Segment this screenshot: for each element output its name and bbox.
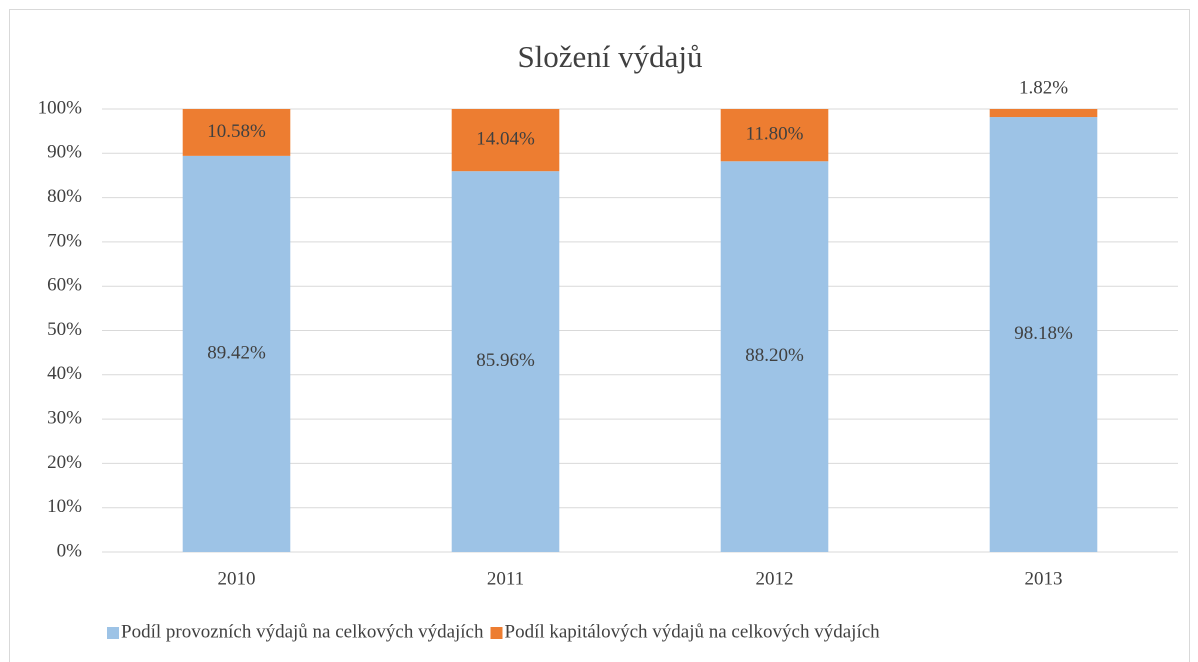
y-tick-label: 20% — [47, 452, 82, 473]
x-tick-label: 2013 — [1025, 568, 1063, 589]
legend-swatch — [107, 627, 119, 639]
y-tick-label: 40% — [47, 363, 82, 384]
x-tick-label: 2010 — [218, 568, 256, 589]
data-label: 1.82% — [1019, 77, 1068, 98]
chart-title: Složení výdajů — [517, 39, 702, 74]
bar-segment — [451, 109, 560, 172]
data-label: 98.18% — [1014, 323, 1073, 344]
bar-segment — [989, 109, 1098, 118]
bar-segment — [989, 117, 1098, 553]
y-tick-label: 30% — [47, 407, 82, 428]
data-label: 14.04% — [476, 128, 535, 149]
data-label: 10.58% — [207, 121, 266, 142]
data-label: 89.42% — [207, 342, 266, 363]
y-tick-label: 10% — [47, 496, 82, 517]
y-tick-label: 60% — [47, 275, 82, 296]
legend-label: Podíl provozních výdajů na celkových výd… — [121, 621, 484, 642]
x-tick-label: 2011 — [487, 568, 524, 589]
legend-swatch — [490, 627, 503, 639]
y-tick-label: 100% — [38, 97, 83, 118]
bar-segment — [720, 161, 829, 553]
y-tick-label: 90% — [47, 142, 82, 163]
y-tick-label: 0% — [57, 540, 83, 561]
legend-label: Podíl kapitálových výdajů na celkových v… — [505, 621, 881, 642]
y-tick-label: 80% — [47, 186, 82, 207]
x-tick-label: 2012 — [756, 568, 794, 589]
y-tick-label: 50% — [47, 319, 82, 340]
data-label: 11.80% — [746, 123, 804, 144]
data-label: 85.96% — [476, 350, 535, 371]
y-tick-label: 70% — [47, 230, 82, 251]
bar-segment — [451, 171, 560, 552]
bar-segment — [182, 155, 291, 553]
bar-segment — [182, 109, 291, 156]
bar-segment — [720, 109, 829, 162]
data-label: 88.20% — [745, 345, 804, 366]
